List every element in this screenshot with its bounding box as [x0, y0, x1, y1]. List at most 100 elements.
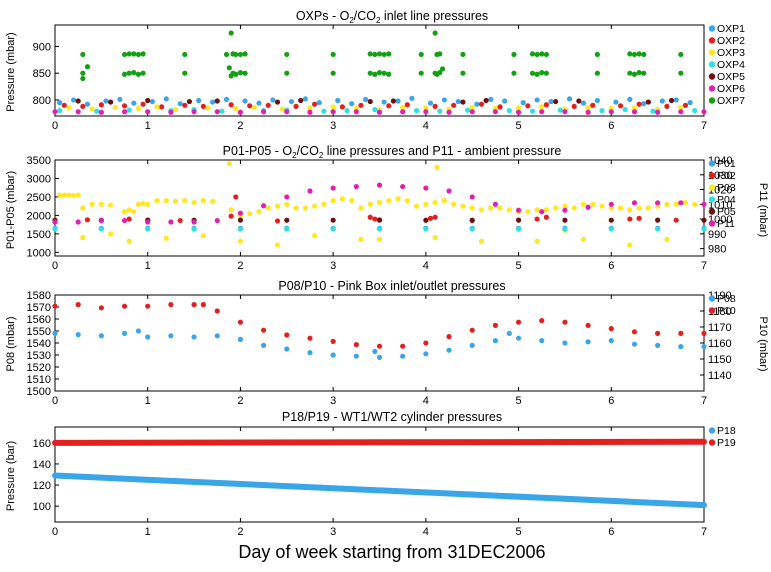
series-p03-point [413, 203, 420, 209]
x-tick-label: 3 [330, 260, 336, 272]
series-oxp2-point [682, 102, 689, 108]
y-right-tick-label: 1010 [708, 199, 732, 211]
series-p02-point [534, 216, 540, 222]
series-oxp6-point [376, 109, 383, 115]
series-oxp7-point [631, 51, 638, 58]
series-oxp2-point [228, 102, 234, 108]
series-oxp2-point [525, 103, 531, 109]
series-oxp7-point [121, 71, 128, 77]
series-p11-point [330, 185, 336, 191]
series-p02-point [177, 217, 183, 224]
series-p03-point [66, 192, 72, 198]
series-p05-point [284, 217, 290, 223]
x-axis-label: Day of week starting from 31DEC2006 [238, 542, 545, 562]
series-p03-point [126, 238, 132, 244]
y-tick-label: 900 [33, 41, 51, 53]
series-oxp6-point [515, 109, 522, 115]
series-oxp3-point [678, 104, 684, 111]
series-p10-point [98, 305, 104, 311]
legend-marker-oxp3 [708, 49, 716, 56]
series-oxp3-point [172, 106, 179, 113]
series-p03-point [432, 199, 438, 206]
x-tick-label: 1 [145, 526, 151, 538]
series-p05-point [376, 217, 383, 223]
series-p03-point [321, 201, 327, 207]
panel2-ylabel-right: P11 (mbar) [757, 183, 769, 237]
series-oxp7-point [121, 51, 128, 58]
series-oxp5-point [214, 98, 220, 104]
series-p02-point [367, 214, 373, 220]
series-oxp7-point [627, 70, 633, 76]
series-oxp6-point [168, 109, 174, 115]
series-oxp6-point [98, 109, 104, 115]
series-p10-point [330, 338, 336, 344]
legend-marker-oxp1 [708, 25, 716, 32]
series-p03-point [312, 233, 318, 239]
series-oxp1-point [594, 97, 600, 104]
series-oxp7-point [460, 70, 466, 76]
series-oxp4-point [372, 106, 378, 113]
series-oxp4-point [464, 107, 471, 113]
series-p03-point [553, 205, 559, 211]
x-tick-label: 6 [608, 395, 614, 407]
series-p03-point [80, 234, 86, 241]
series-p10-point [492, 322, 498, 328]
series-p11-point [631, 200, 638, 206]
y-tick-label: 2000 [27, 210, 51, 222]
series-p03-point [386, 198, 392, 204]
legend-marker-oxp4 [708, 61, 716, 68]
series-p03-point [636, 205, 642, 211]
series-oxp6-point [52, 109, 58, 115]
series-p03-point [497, 205, 503, 211]
series-oxp1-point [580, 100, 587, 106]
x-tick-label: 2 [237, 395, 243, 407]
series-oxp3-point [585, 104, 591, 111]
series-p03-point [108, 231, 114, 237]
series-oxp7-point [367, 51, 373, 57]
panel4-title: P18/P19 - WT1/WT2 cylinder pressures [282, 410, 502, 424]
series-p03-point [506, 207, 512, 213]
series-oxp7-point [140, 70, 146, 76]
y-tick-label: 140 [33, 459, 51, 471]
series-p11-point [191, 219, 197, 225]
series-p03-point [451, 201, 457, 207]
series-p08-point [585, 339, 591, 345]
series-oxp3-point [330, 104, 336, 110]
series-p03-point [599, 203, 605, 209]
series-p11-point [261, 203, 267, 209]
series-p03-point [376, 199, 383, 206]
legend-label-p01: P01 [717, 158, 736, 170]
series-p10-point [701, 330, 707, 336]
series-p03-point [673, 201, 679, 207]
series-oxp6-point [678, 109, 684, 115]
series-oxp4-point [599, 108, 605, 114]
series-oxp5-point [108, 99, 114, 105]
legend-label-p02: P02 [717, 170, 736, 182]
series-p11-point [562, 207, 568, 213]
series-p05-point [237, 217, 244, 223]
series-p03-point [172, 198, 179, 204]
series-p04-point [655, 226, 661, 232]
series-p04-point [376, 226, 383, 232]
series-p11-point [98, 217, 104, 224]
series-oxp7-point [386, 51, 392, 57]
series-oxp4-point [344, 108, 350, 114]
series-oxp4-point [219, 108, 225, 114]
series-oxp1-point [316, 100, 322, 106]
series-p10-point [214, 308, 220, 314]
series-oxp1-point [270, 97, 276, 103]
legend-marker-p08 [708, 295, 716, 302]
series-oxp4-point [94, 108, 100, 114]
series-p02-point [543, 214, 549, 220]
series-oxp5-point [298, 97, 304, 104]
series-oxp7-point [381, 70, 387, 76]
series-p08-point [678, 344, 684, 350]
series-oxp6-point [261, 109, 267, 115]
series-oxp6-point [237, 109, 244, 115]
y-tick-label: 1500 [27, 229, 51, 241]
series-p11-point [678, 200, 684, 206]
series-p05-point [608, 217, 614, 223]
series-p04-point [562, 226, 568, 232]
